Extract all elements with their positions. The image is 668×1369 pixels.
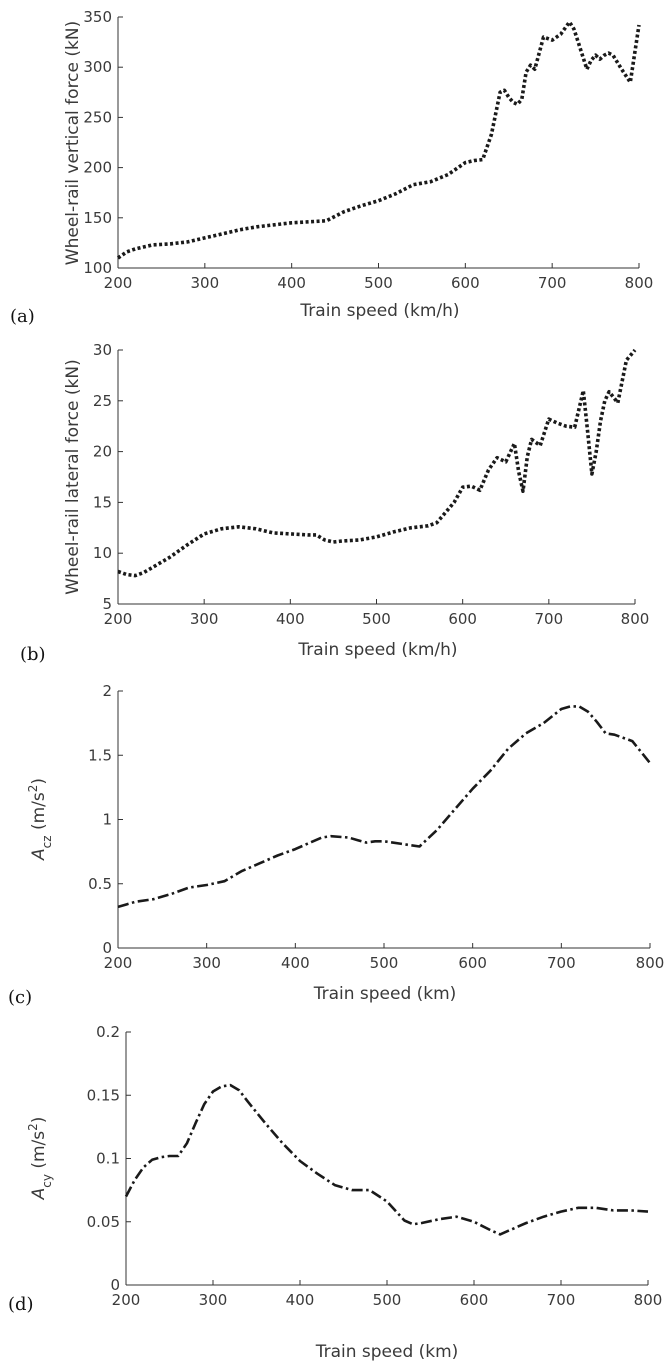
panel-d-x-tick-label: 600: [460, 1291, 489, 1309]
panel-a-x-tick-label: 500: [364, 274, 393, 292]
panel-b-x-tick-label: 500: [362, 610, 391, 628]
panel-c-x-tick-label: 500: [370, 954, 399, 972]
panel-c-y-tick-label: 1: [102, 811, 112, 829]
panel-c: (c) Train speed (km) Acz (m/s2) 200 300 40…: [8, 682, 664, 1008]
panel-c-y-tick-label: 0: [102, 939, 112, 957]
panel-b-y-tick-label: 5: [102, 595, 112, 613]
panel-c-ylabel-sub: cz: [40, 835, 54, 848]
panel-d-ylabel-sub: cy: [40, 1174, 54, 1188]
panel-b-x-tick-label: 600: [448, 610, 477, 628]
panel-a-y-tick-label: 350: [83, 8, 112, 26]
panel-d-y-tick-label: 0.2: [96, 1023, 120, 1041]
panel-a-x-tick-label: 200: [104, 274, 133, 292]
panel-d-x-tick-label: 800: [634, 1291, 663, 1309]
panel-b-y-tick-label: 30: [93, 341, 112, 359]
panel-c-x-tick-label: 800: [636, 954, 665, 972]
panel-a-x-tick-label: 700: [538, 274, 567, 292]
panel-b-x-tick-label: 200: [104, 610, 133, 628]
panel-c-series-line: [117, 705, 652, 909]
panel-b-y-tick-label: 20: [93, 443, 112, 461]
panel-a-xlabel: Train speed (km/h): [299, 301, 459, 321]
panel-a-ylabel: Wheel-rail vertical force (kN): [63, 21, 83, 265]
panel-d-ylabel-sup: 2: [26, 1123, 40, 1131]
panel-a-series-line: [116, 20, 641, 260]
panel-d-y-tick-label: 0.15: [87, 1086, 120, 1104]
panel-b-y-tick-label: 15: [93, 493, 112, 511]
panel-d: (d) Train speed (km) Acy (m/s2) 200 300 40…: [8, 1023, 662, 1362]
panel-d-ylabel: Acy (m/s2): [26, 1117, 54, 1201]
panel-d-y-tick-label: 0.05: [87, 1213, 120, 1231]
panel-b: (b) Train speed (km/h) Wheel-rail latera…: [20, 341, 649, 665]
panel-c-y-tick-label: 2: [102, 682, 112, 700]
panel-b-label: (b): [20, 644, 46, 665]
panel-d-label: (d): [8, 1294, 34, 1315]
panel-a-x-tick-label: 800: [625, 274, 654, 292]
panel-b-series-line: [117, 348, 637, 578]
panel-b-x-tick-label: 800: [621, 610, 650, 628]
panel-c-y-tick-label: 1.5: [88, 746, 112, 764]
panel-a-y-tick-label: 200: [83, 159, 112, 177]
panel-c-ylabel: Acz (m/s2): [26, 778, 54, 861]
panel-c-x-tick-label: 200: [104, 954, 133, 972]
panel-a-x-tick-label: 400: [277, 274, 306, 292]
panel-c-ylabel-sup: 2: [26, 785, 40, 793]
panel-b-y-tick-label: 25: [93, 392, 112, 410]
panel-d-x-tick-label: 200: [112, 1291, 141, 1309]
panel-c-x-tick-label: 400: [281, 954, 310, 972]
panel-d-ylabel-unit: (m/s: [29, 1131, 49, 1174]
panel-b-y-tick-label: 10: [93, 544, 112, 562]
panel-b-x-tick-label: 400: [276, 610, 305, 628]
panel-a-x-tick-label: 600: [451, 274, 480, 292]
panel-c-xlabel: Train speed (km): [313, 984, 457, 1004]
panel-c-ylabel-close: ): [29, 778, 49, 785]
panel-a-y-tick-label: 100: [83, 259, 112, 277]
panel-d-x-tick-label: 400: [286, 1291, 315, 1309]
panel-d-y-tick-label: 0: [110, 1276, 120, 1294]
panel-c-label: (c): [8, 987, 32, 1008]
panel-c-ylabel-unit: (m/s: [29, 792, 49, 835]
panel-c-x-tick-label: 700: [547, 954, 576, 972]
panel-a-y-tick-label: 150: [83, 209, 112, 227]
panel-c-x-tick-label: 600: [458, 954, 487, 972]
panel-a-label: (a): [10, 306, 35, 327]
panel-a-y-tick-label: 300: [83, 58, 112, 76]
panel-a: (a) Train speed (km/h) Wheel-rail vertic…: [10, 8, 653, 327]
panel-b-xlabel: Train speed (km/h): [297, 640, 457, 660]
panel-b-x-tick-label: 300: [190, 610, 219, 628]
panel-d-x-tick-label: 300: [199, 1291, 228, 1309]
panel-d-x-tick-label: 700: [547, 1291, 576, 1309]
panel-d-xlabel: Train speed (km): [315, 1342, 459, 1362]
panel-d-y-tick-label: 0.1: [96, 1150, 120, 1168]
panel-d-ylabel-close: ): [29, 1117, 49, 1124]
panel-a-x-tick-label: 300: [191, 274, 220, 292]
panel-c-ylabel-symbol: A: [29, 848, 49, 861]
panel-c-y-tick-label: 0.5: [88, 875, 112, 893]
panel-c-x-tick-label: 300: [192, 954, 221, 972]
panel-d-series-line: [124, 1083, 649, 1236]
panel-d-x-tick-label: 500: [373, 1291, 402, 1309]
panel-b-x-tick-label: 700: [535, 610, 564, 628]
panel-d-ylabel-symbol: A: [29, 1188, 49, 1201]
panel-b-ylabel: Wheel-rail lateral force (kN): [63, 359, 83, 594]
panel-a-y-tick-label: 250: [83, 108, 112, 126]
